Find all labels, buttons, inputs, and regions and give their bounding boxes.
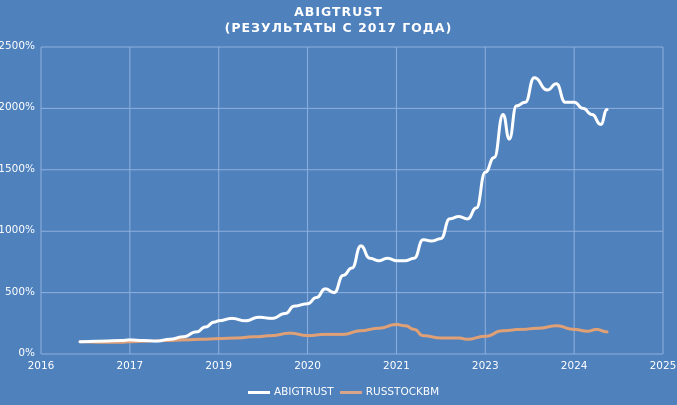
x-tick-label: 2016 [27,360,55,372]
legend-swatch-russtockbm [339,390,362,394]
legend-swatch-abigtrust [248,390,270,394]
series-line-abigtrust [78,76,609,344]
legend-item-abigtrust: ABIGTRUST [248,386,334,398]
y-tick-label: 1500% [0,162,35,175]
x-tick-label: 2019 [205,360,233,372]
x-tick-label: 2021 [383,360,410,372]
y-tick-label: 2000% [0,101,35,114]
y-tick-label: 0% [18,347,35,359]
x-tick-label: 2024 [560,360,588,372]
legend-label-russtockbm: RUSSTOCKBM [365,386,440,398]
legend-label-abigtrust: ABIGTRUST [274,386,334,398]
y-tick-label: 500% [4,285,35,298]
x-tick-label: 2023 [471,360,499,372]
legend-item-russtockbm: RUSSTOCKBM [339,386,440,398]
chart-title: ABIGTRUST [294,4,383,19]
x-tick-label: 2020 [294,360,321,372]
y-tick-label: 2500% [0,40,35,52]
chart-subtitle: (РЕЗУЛЬТАТЫ С 2017 ГОДА) [224,20,453,35]
x-tick-label: 2017 [116,360,144,372]
x-tick-label: 2025 [649,360,677,372]
y-tick-label: 1000% [0,224,35,237]
legend: ABIGTRUST RUSSTOCKBM [248,386,439,398]
